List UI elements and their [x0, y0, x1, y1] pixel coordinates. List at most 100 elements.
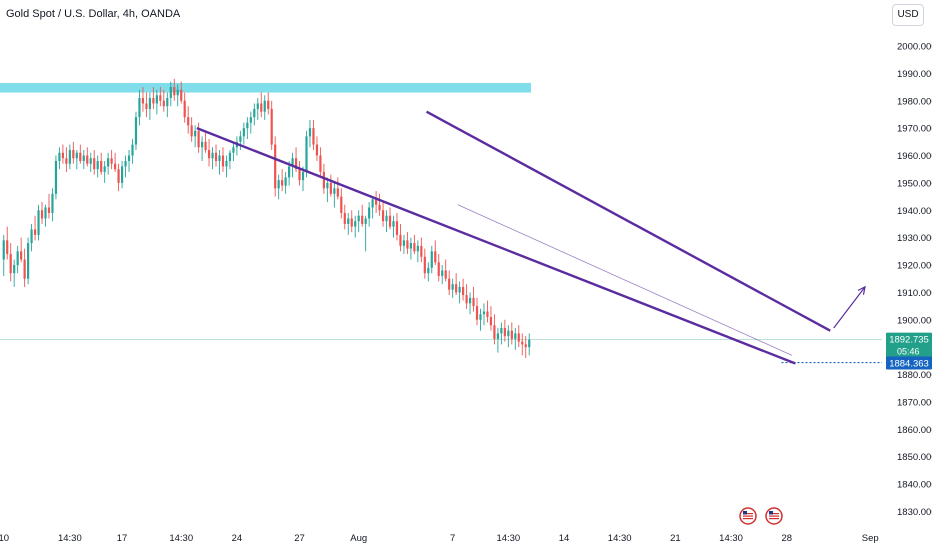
candle[interactable] — [354, 215, 357, 238]
candle[interactable] — [197, 122, 200, 153]
candle[interactable] — [260, 92, 263, 118]
candle[interactable] — [33, 215, 37, 241]
candle[interactable] — [489, 306, 493, 331]
candle[interactable] — [40, 202, 44, 224]
candle[interactable] — [462, 278, 465, 301]
candle[interactable] — [169, 81, 172, 107]
support-price-tag[interactable]: 1884.363 — [886, 356, 932, 370]
candle[interactable] — [420, 237, 423, 263]
candle[interactable] — [399, 223, 402, 252]
candle[interactable] — [6, 226, 9, 260]
candle[interactable] — [141, 87, 145, 112]
candle[interactable] — [368, 202, 371, 227]
candle[interactable] — [510, 322, 513, 345]
candle[interactable] — [437, 254, 440, 282]
candle[interactable] — [479, 308, 482, 331]
candle[interactable] — [242, 122, 245, 145]
candle[interactable] — [312, 119, 315, 151]
candle[interactable] — [211, 147, 214, 170]
candle[interactable] — [496, 327, 499, 353]
candle[interactable] — [65, 147, 68, 172]
candle[interactable] — [246, 117, 249, 140]
candle[interactable] — [176, 84, 179, 107]
candle[interactable] — [448, 270, 451, 296]
candle[interactable] — [61, 144, 64, 164]
candle[interactable] — [381, 202, 385, 227]
candle[interactable] — [79, 144, 82, 164]
candle[interactable] — [117, 163, 120, 192]
resistance-zone[interactable] — [0, 82, 531, 93]
candle[interactable] — [120, 160, 124, 189]
candle[interactable] — [228, 150, 232, 170]
candle[interactable] — [86, 147, 89, 167]
candle[interactable] — [434, 240, 437, 265]
candle[interactable] — [183, 92, 186, 123]
candle[interactable] — [214, 144, 218, 167]
candle[interactable] — [47, 193, 51, 219]
us-flag-event-icon[interactable] — [739, 507, 757, 525]
candle[interactable] — [100, 152, 103, 175]
candle[interactable] — [343, 204, 346, 230]
candle[interactable] — [486, 300, 489, 323]
candle[interactable] — [441, 265, 444, 285]
candle[interactable] — [110, 150, 113, 170]
candle[interactable] — [20, 237, 23, 263]
candle[interactable] — [357, 210, 360, 233]
candle[interactable] — [232, 141, 235, 161]
candle[interactable] — [378, 193, 381, 216]
candle[interactable] — [107, 152, 110, 175]
candle[interactable] — [388, 207, 392, 230]
candle[interactable] — [180, 81, 183, 104]
candle[interactable] — [16, 245, 19, 274]
candle[interactable] — [44, 204, 47, 227]
candle[interactable] — [148, 92, 151, 120]
candle[interactable] — [270, 100, 273, 151]
candle[interactable] — [162, 89, 165, 112]
candle[interactable] — [455, 273, 458, 296]
candle[interactable] — [395, 212, 399, 241]
candle[interactable] — [503, 319, 506, 342]
candle[interactable] — [207, 139, 211, 167]
candle[interactable] — [444, 259, 447, 282]
candle[interactable] — [514, 327, 517, 350]
candle[interactable] — [329, 174, 332, 197]
candle[interactable] — [253, 103, 256, 126]
candle[interactable] — [225, 155, 228, 178]
candle[interactable] — [2, 234, 5, 276]
candle[interactable] — [281, 169, 284, 192]
candle[interactable] — [364, 215, 367, 252]
candle[interactable] — [315, 136, 319, 161]
candle[interactable] — [482, 303, 486, 326]
candle[interactable] — [423, 248, 426, 279]
candle[interactable] — [37, 204, 40, 241]
candle[interactable] — [524, 336, 527, 359]
channel-upper-line[interactable] — [425, 110, 831, 332]
candle[interactable] — [249, 111, 252, 134]
candle[interactable] — [517, 325, 520, 348]
candle[interactable] — [124, 155, 127, 178]
candle[interactable] — [375, 191, 378, 213]
candle[interactable] — [58, 147, 61, 170]
candle[interactable] — [347, 212, 350, 235]
candle[interactable] — [190, 117, 193, 142]
projection-arrow[interactable] — [833, 286, 866, 329]
candle[interactable] — [416, 240, 419, 263]
candle[interactable] — [267, 92, 270, 115]
candle[interactable] — [326, 177, 329, 203]
candle[interactable] — [68, 144, 71, 170]
candle[interactable] — [75, 150, 78, 170]
candle[interactable] — [298, 160, 301, 186]
candle[interactable] — [385, 210, 388, 233]
channel-lower-line[interactable] — [196, 127, 796, 365]
candle[interactable] — [319, 147, 322, 178]
candle[interactable] — [465, 284, 468, 309]
candle[interactable] — [256, 98, 259, 120]
candle[interactable] — [221, 147, 225, 172]
candle[interactable] — [361, 204, 364, 227]
candle[interactable] — [308, 119, 312, 148]
candle[interactable] — [340, 188, 343, 219]
candle[interactable] — [350, 210, 353, 233]
candle[interactable] — [406, 232, 409, 255]
candle[interactable] — [127, 150, 131, 172]
candle[interactable] — [277, 174, 280, 200]
